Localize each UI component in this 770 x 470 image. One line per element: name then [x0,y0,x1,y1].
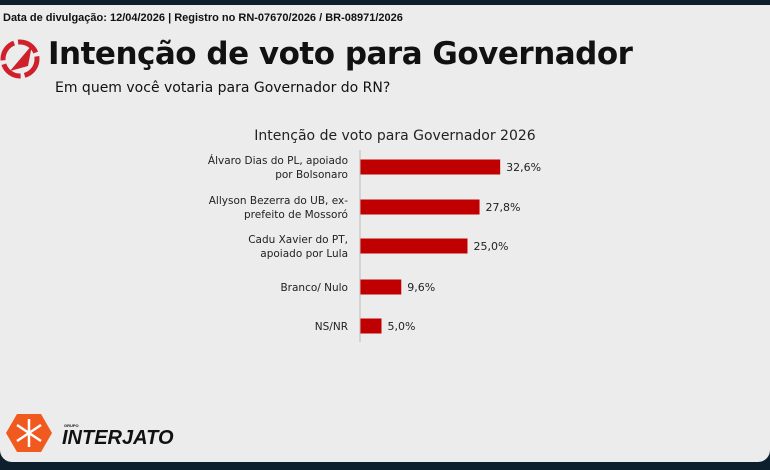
brand-name: INTERJATO [62,427,174,449]
question-text: Em quem você votaria para Governador do … [55,80,391,96]
interjato-logo-icon [6,414,52,452]
category-label: Branco/ Nulo [280,282,348,294]
data-label: 25,0% [474,240,509,253]
bar [360,318,382,334]
brand-prefix: GRUPO [64,423,79,428]
category-label: Allyson Bezerra do UB, ex- [209,195,348,207]
category-label: por Bolsonaro [275,169,348,181]
category-label: Cadu Xavier do PT, [248,234,348,246]
data-label: 32,6% [506,161,541,174]
bar [360,199,480,215]
category-label: Álvaro Dias do PL, apoiado [208,154,348,167]
category-label: apoiado por Lula [260,248,348,260]
data-label: 5,0% [388,320,416,333]
bar [360,159,501,175]
data-label: 9,6% [407,281,435,294]
data-label: 27,8% [486,201,521,214]
category-label: NS/NR [315,321,348,333]
page-title: Intenção de voto para Governador [48,36,633,72]
release-info: Data de divulgação: 12/04/2026 | Registr… [3,12,403,24]
bar [360,238,468,254]
content-panel [0,5,770,462]
pollster-logo-icon [0,39,40,79]
bar [360,279,402,295]
category-label: prefeito de Mossoró [244,209,348,221]
chart-title: Intenção de voto para Governador 2026 [254,128,536,144]
